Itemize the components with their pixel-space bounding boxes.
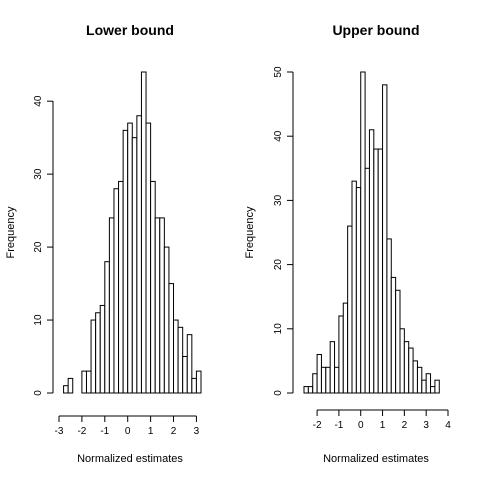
histogram-bar xyxy=(63,385,69,394)
x-tick-label: -2 xyxy=(77,426,86,437)
histogram-bar xyxy=(355,187,362,394)
histogram-bar xyxy=(434,379,440,394)
histogram-bar xyxy=(320,366,327,394)
x-tick-label: 3 xyxy=(423,420,429,431)
y-tick-label: 0 xyxy=(273,390,284,396)
x-axis-label: Normalized estimates xyxy=(77,453,183,465)
histogram-bar xyxy=(104,261,110,394)
histogram-bar xyxy=(145,122,152,394)
histogram-bar xyxy=(127,122,133,394)
histogram-bar xyxy=(163,246,170,394)
histogram-bar xyxy=(395,289,401,394)
histogram-bar xyxy=(373,148,379,394)
histogram-bar xyxy=(403,341,410,394)
x-tick-label: -2 xyxy=(313,420,322,431)
histogram-bar xyxy=(122,129,129,394)
chart-title: Lower bound xyxy=(86,22,174,38)
y-axis-label: Frequency xyxy=(244,206,256,258)
histogram-bar xyxy=(154,217,161,394)
y-tick-label: 50 xyxy=(273,66,284,78)
histogram-bar xyxy=(347,225,353,394)
y-tick-label: 10 xyxy=(33,314,44,326)
histogram-bar xyxy=(150,180,156,394)
histogram-bar xyxy=(303,386,309,394)
histogram-bar xyxy=(195,370,202,394)
histogram-bar xyxy=(364,167,370,394)
y-tick-label: 30 xyxy=(33,168,44,180)
histogram-bar xyxy=(81,370,87,394)
histogram-bar xyxy=(95,312,101,394)
histogram-bar xyxy=(390,276,397,394)
histogram-bar xyxy=(168,283,175,394)
upper-bound-panel: 0 10 20 30 40 50 -2 -1 0 1 2 3 4 Upper bound Normalize… xyxy=(244,22,451,465)
histogram-bar xyxy=(334,366,340,394)
histogram-bar xyxy=(99,304,106,394)
y-tick-label: 0 xyxy=(33,390,44,396)
x-tick-label: -1 xyxy=(100,426,109,437)
histogram-bar xyxy=(316,353,322,394)
y-tick-label: 10 xyxy=(273,323,284,335)
histogram-bar xyxy=(136,115,142,394)
histogram-bar xyxy=(312,373,318,394)
x-tick-label: -1 xyxy=(334,420,343,431)
x-tick-label: 2 xyxy=(171,426,177,437)
x-tick-label: 3 xyxy=(194,426,200,437)
histogram-bar xyxy=(307,386,314,394)
histogram-bar xyxy=(412,360,418,394)
histogram-bar xyxy=(416,366,423,394)
y-tick-label: 40 xyxy=(273,130,284,142)
histogram-bar xyxy=(368,129,375,394)
y-tick-label: 20 xyxy=(273,259,284,271)
chart-title: Upper bound xyxy=(332,22,419,38)
histogram-bar xyxy=(342,302,349,394)
histogram-bar xyxy=(191,377,197,394)
histogram-bar xyxy=(186,334,193,394)
histogram-bar xyxy=(377,148,384,394)
histogram-bar xyxy=(159,217,165,394)
histogram-bar xyxy=(325,366,331,394)
histogram-bar xyxy=(108,217,115,394)
histogram-bar xyxy=(118,180,124,394)
y-tick-label: 40 xyxy=(33,95,44,107)
histogram-bar xyxy=(113,188,120,394)
x-tick-label: 0 xyxy=(358,420,364,431)
histogram-bar xyxy=(182,356,188,394)
histogram-bar xyxy=(425,373,432,394)
histogram-bar xyxy=(67,377,74,394)
histogram-bar xyxy=(351,180,357,394)
x-tick-label: 0 xyxy=(125,426,131,437)
histogram-bar xyxy=(85,370,92,394)
histogram-bar xyxy=(399,328,405,394)
histogram-bar xyxy=(382,84,388,394)
histogram-bar xyxy=(173,319,179,394)
histogram-bar xyxy=(360,71,366,394)
lower-bound-panel: 0 10 20 30 40 -3 -2 -1 0 1 2 3 Lower bound Normalized… xyxy=(5,22,202,465)
x-tick-label: 2 xyxy=(402,420,408,431)
histogram-bar xyxy=(90,319,97,394)
histogram-bar xyxy=(338,315,344,394)
histogram-bar xyxy=(177,326,184,394)
histogram-bar xyxy=(140,71,147,394)
histogram-bar xyxy=(329,341,336,394)
x-axis-label: Normalized estimates xyxy=(323,453,429,465)
histogram-bar xyxy=(386,238,392,394)
histogram-bar xyxy=(408,347,414,394)
y-tick-label: 20 xyxy=(33,241,44,253)
y-axis-label: Frequency xyxy=(5,206,17,258)
histogram-bar xyxy=(131,137,138,394)
y-tick-label: 30 xyxy=(273,194,284,206)
x-tick-label: 1 xyxy=(380,420,386,431)
histogram-bar xyxy=(421,379,427,394)
x-tick-label: -3 xyxy=(55,426,64,437)
x-tick-label: 4 xyxy=(445,420,451,431)
histogram-bar xyxy=(430,386,436,394)
x-tick-label: 1 xyxy=(148,426,154,437)
